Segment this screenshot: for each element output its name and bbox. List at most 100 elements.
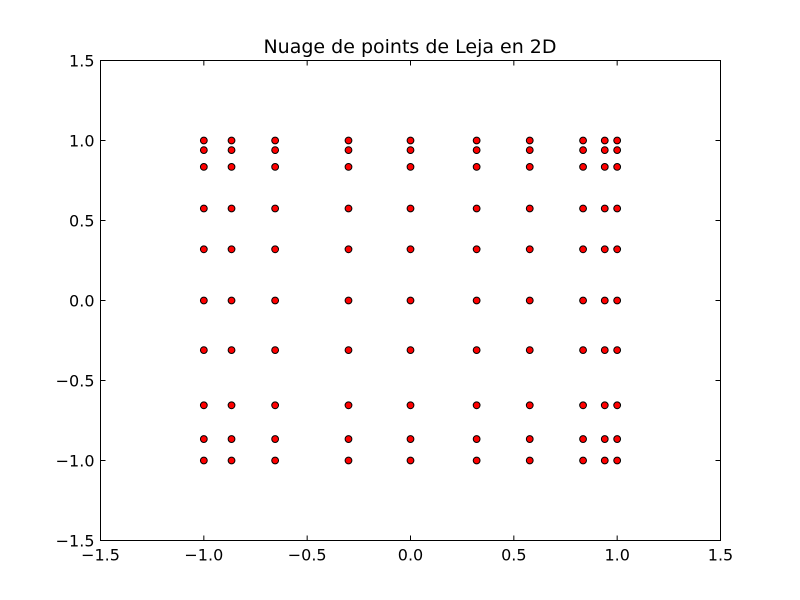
data-point: [406, 163, 415, 171]
data-point: [600, 346, 609, 355]
x-tick-label: −1.5: [81, 546, 120, 565]
data-points: [199, 136, 622, 465]
data-point: [579, 163, 587, 171]
data-point: [406, 204, 415, 213]
x-tick-labels: −1.5 −1.0 −0.5 0.0 0.5 1.0 1.5: [81, 546, 733, 565]
data-point: [271, 435, 280, 443]
data-point: [579, 136, 587, 145]
data-point: [525, 435, 534, 443]
data-point: [579, 296, 587, 305]
data-point: [344, 296, 353, 305]
y-tick-label: 0.0: [69, 292, 94, 311]
axis-ticks: [100, 60, 721, 541]
data-point: [600, 296, 609, 305]
data-point: [600, 401, 609, 410]
data-point: [579, 346, 587, 355]
y-tick-label: 1.5: [69, 52, 94, 71]
chart-title: Nuage de points de Leja en 2D: [263, 36, 556, 58]
data-point: [579, 204, 587, 213]
data-point: [199, 346, 208, 355]
data-point: [525, 146, 534, 155]
data-point: [579, 401, 587, 410]
data-point: [271, 346, 280, 355]
data-point: [271, 296, 280, 305]
data-point: [600, 456, 609, 465]
y-tick-label: −0.5: [56, 372, 95, 391]
data-point: [406, 136, 415, 145]
data-point: [227, 163, 236, 171]
data-point: [227, 146, 236, 155]
data-point: [472, 296, 481, 305]
data-point: [472, 401, 481, 410]
data-point: [600, 435, 609, 443]
data-point: [406, 346, 415, 355]
data-point: [472, 163, 481, 171]
x-tick-label: 1.5: [708, 546, 733, 565]
data-point: [271, 204, 280, 213]
data-point: [406, 146, 415, 155]
data-point: [344, 204, 353, 213]
data-point: [271, 456, 280, 465]
data-point: [613, 136, 622, 145]
x-tick-label: −0.5: [288, 546, 327, 565]
data-point: [344, 136, 353, 145]
data-point: [344, 401, 353, 410]
data-point: [227, 435, 236, 443]
data-point: [199, 245, 208, 254]
data-point: [344, 146, 353, 155]
data-point: [613, 245, 622, 254]
data-point: [344, 435, 353, 443]
data-point: [613, 163, 622, 171]
data-point: [472, 204, 481, 213]
data-point: [227, 136, 236, 145]
data-point: [199, 435, 208, 443]
y-tick-label: −1.5: [56, 532, 95, 551]
data-point: [525, 163, 534, 171]
y-tick-label: 0.5: [69, 212, 94, 231]
y-tick-label: 1.0: [69, 132, 94, 151]
data-point: [199, 163, 208, 171]
data-point: [579, 146, 587, 155]
data-point: [613, 296, 622, 305]
data-point: [199, 204, 208, 213]
data-point: [472, 435, 481, 443]
data-point: [613, 435, 622, 443]
data-point: [600, 204, 609, 213]
data-point: [227, 296, 236, 305]
data-point: [271, 401, 280, 410]
y-tick-label: −1.0: [56, 452, 95, 471]
data-point: [199, 456, 208, 465]
data-point: [344, 163, 353, 171]
x-tick-label: 0.0: [398, 546, 423, 565]
data-point: [406, 245, 415, 254]
data-point: [406, 435, 415, 443]
data-point: [525, 346, 534, 355]
data-point: [613, 146, 622, 155]
data-point: [344, 346, 353, 355]
data-point: [472, 146, 481, 155]
data-point: [600, 136, 609, 145]
data-point: [613, 401, 622, 410]
data-point: [579, 456, 587, 465]
data-point: [472, 136, 481, 145]
data-point: [271, 136, 280, 145]
data-point: [525, 204, 534, 213]
data-point: [579, 435, 587, 443]
data-point: [227, 456, 236, 465]
data-point: [525, 245, 534, 254]
data-point: [600, 163, 609, 171]
data-point: [271, 163, 280, 171]
data-point: [472, 346, 481, 355]
data-point: [406, 401, 415, 410]
data-point: [579, 245, 587, 254]
data-point: [406, 296, 415, 305]
x-tick-label: 1.0: [604, 546, 629, 565]
data-point: [406, 456, 415, 465]
y-tick-labels: −1.5 −1.0 −0.5 0.0 0.5 1.0 1.5: [56, 52, 95, 551]
data-point: [613, 456, 622, 465]
data-point: [199, 296, 208, 305]
data-point: [525, 296, 534, 305]
data-point: [227, 346, 236, 355]
data-point: [613, 346, 622, 355]
